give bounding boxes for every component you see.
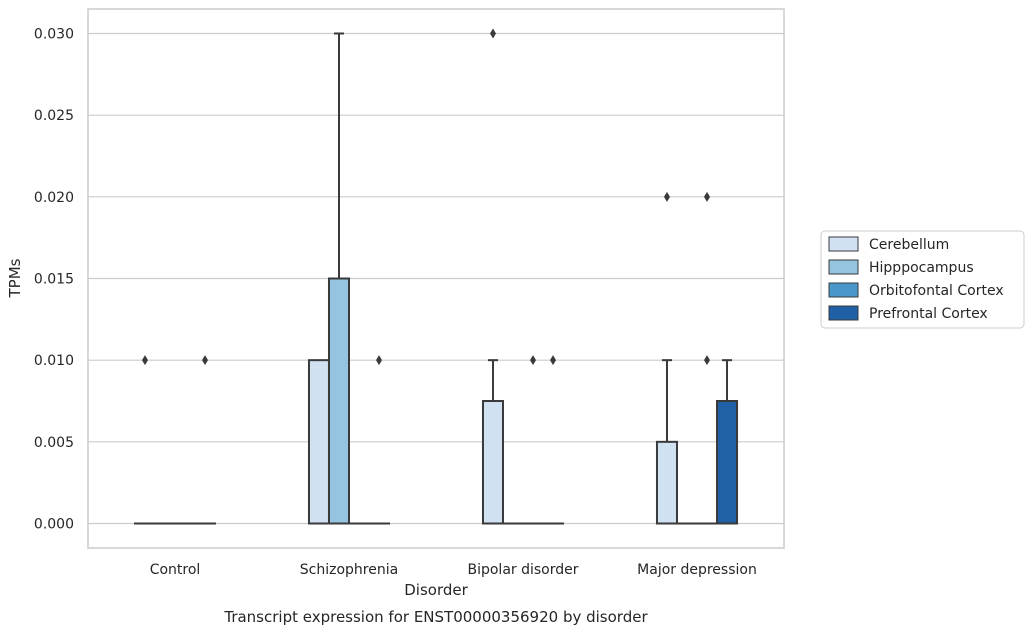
legend-label: Cerebellum [869,237,949,253]
x-tick-label: Bipolar disorder [467,562,578,578]
outlier-point [664,192,670,202]
x-tick-label: Major depression [637,562,757,578]
boxes-layer [135,29,737,524]
y-tick-label: 0.020 [34,190,74,206]
box-hipppocampus [329,34,349,524]
x-tick-label: Control [150,562,201,578]
y-tick-label: 0.030 [34,27,74,43]
y-axis-label: TPMs [6,258,24,298]
legend: Cerebellum Hipppocampus Orbitofontal Corte… [821,231,1024,328]
y-tick-label: 0.000 [34,517,74,533]
y-tick-label: 0.010 [34,353,74,369]
outlier-point [202,355,208,365]
legend-swatch [829,237,858,251]
box-cerebellum [135,355,155,523]
box-body [657,442,677,524]
x-tick-label: Schizophrenia [300,562,398,578]
box-prefrontal-cortex [369,355,389,523]
legend-swatch [829,260,858,274]
chart-title: Transcript expression for ENST0000035692… [223,608,648,626]
box-body [329,279,349,524]
box-body [309,360,329,523]
box-cerebellum [483,29,503,524]
y-tick-label: 0.025 [34,108,74,124]
outlier-point [530,355,536,365]
outlier-point [704,355,710,365]
outlier-point [490,29,496,39]
outlier-point [704,192,710,202]
box-body [483,401,503,524]
y-tick-label: 0.015 [34,272,74,288]
y-tick-label: 0.005 [34,435,74,451]
box-prefrontal-cortex [717,360,737,523]
box-prefrontal-cortex [543,355,563,523]
box-prefrontal-cortex [195,355,215,523]
box-cerebellum [657,192,677,524]
legend-label: Hipppocampus [869,260,974,276]
outlier-point [376,355,382,365]
y-tick-labels: 0.000 0.005 0.010 0.015 0.020 0.025 0.030 [34,27,74,533]
x-tick-labels: Control Schizophrenia Bipolar disorder Majo… [150,562,757,578]
legend-label: Prefrontal Cortex [869,306,988,322]
x-axis-label: Disorder [404,581,468,599]
box-orbitofontal-cortex [697,192,717,524]
outlier-point [550,355,556,365]
box-body [717,401,737,524]
legend-swatch [829,283,858,297]
grid-layer [88,34,784,524]
outlier-point [142,355,148,365]
box-orbitofontal-cortex [523,355,543,523]
legend-swatch [829,306,858,320]
box-cerebellum [309,360,329,523]
legend-label: Orbitofontal Cortex [869,283,1004,299]
